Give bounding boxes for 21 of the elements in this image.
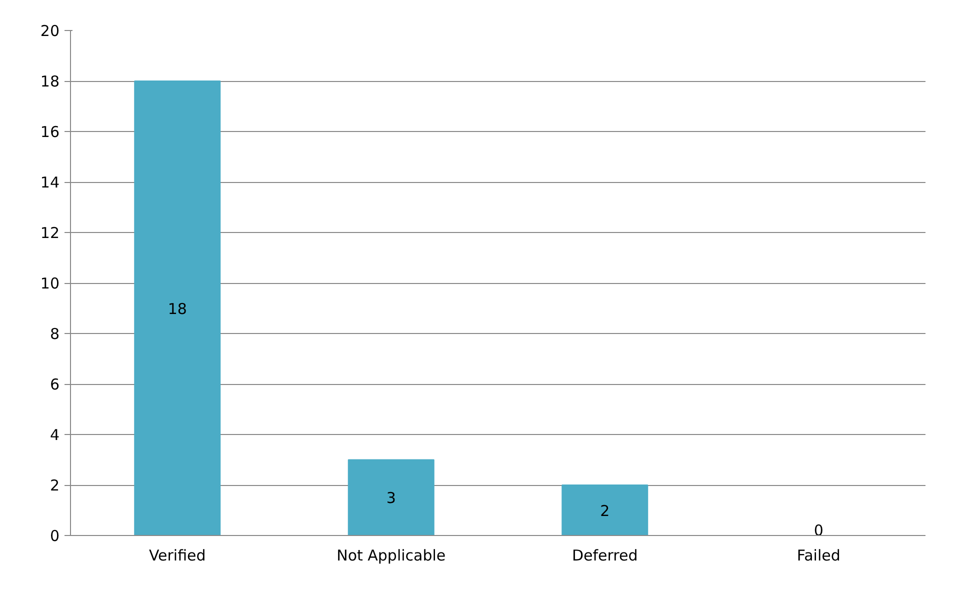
- y-tick-label: 2: [50, 476, 60, 494]
- y-tick-label: 14: [40, 174, 60, 192]
- x-tick-label: Not Applicable: [336, 546, 446, 564]
- bar: [562, 484, 648, 536]
- x-tick-label: Verified: [148, 546, 206, 564]
- y-tick-label: 12: [40, 224, 60, 242]
- x-tick-label: Deferred: [572, 546, 638, 564]
- y-tick-label: 8: [50, 325, 60, 343]
- y-tick-label: 4: [50, 426, 60, 444]
- data-label: 3: [386, 489, 396, 508]
- data-label: 18: [168, 300, 187, 318]
- bar: [134, 80, 221, 536]
- y-tick-label: 10: [40, 274, 60, 292]
- data-label: 2: [600, 502, 610, 520]
- y-tick-label: 18: [40, 72, 60, 90]
- y-tick-label: 20: [40, 22, 60, 40]
- bar: [348, 459, 434, 536]
- y-tick-label: 6: [50, 376, 60, 394]
- x-tick-label: Failed: [796, 546, 840, 564]
- y-tick-label: 0: [50, 527, 60, 545]
- y-tick-label: 16: [40, 123, 60, 141]
